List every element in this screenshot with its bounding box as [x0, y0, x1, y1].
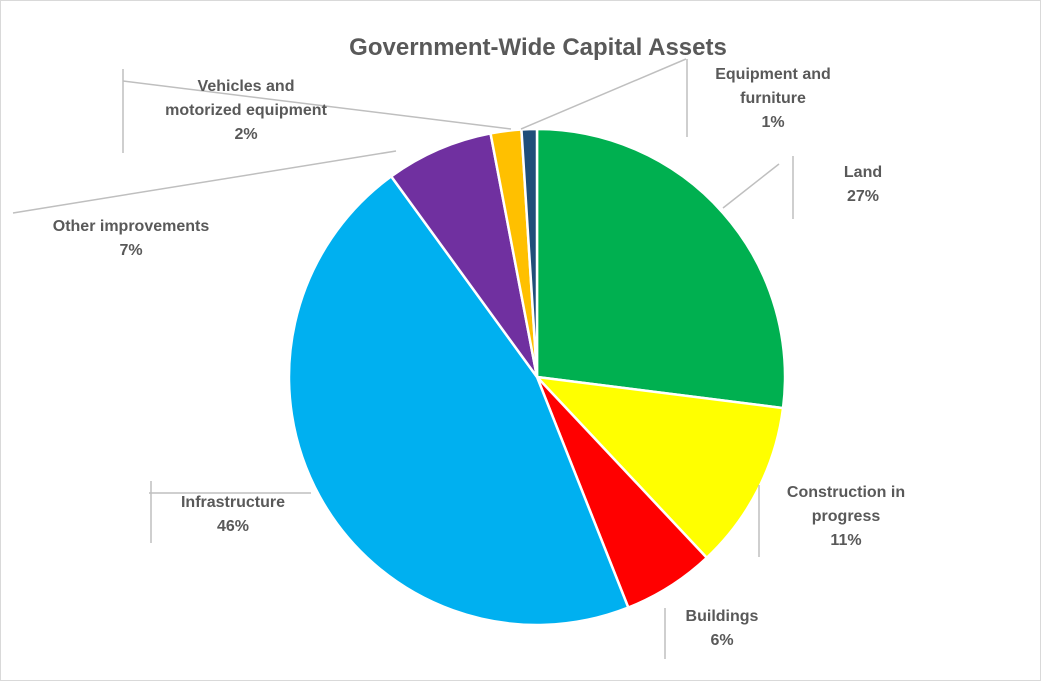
data-label-value: 1%	[761, 114, 784, 131]
data-label-construction-in-progress: Construction in progress 11%	[787, 484, 905, 549]
data-label-value: 7%	[119, 242, 142, 259]
pie-slice-other-improvements	[389, 131, 539, 378]
data-label-buildings: Buildings 6%	[686, 608, 759, 649]
leader-lines-layer	[12, 58, 794, 659]
data-label-category: Other improvements	[53, 218, 210, 235]
data-label-category: Infrastructure	[181, 494, 285, 511]
data-label-category: Land	[844, 164, 882, 181]
data-label-category: Construction in	[787, 484, 905, 501]
data-label-value: 46%	[217, 518, 249, 535]
data-label-infrastructure: Infrastructure 46%	[181, 494, 285, 535]
data-labels-layer: Land 27% Construction in progress 11% Buildin…	[53, 66, 905, 649]
slices-layer	[287, 127, 787, 627]
leader-line-vehicles-and-motorized-equipment	[122, 80, 512, 130]
data-label-equipment-and-furniture: Equipment and furniture 1%	[715, 66, 831, 131]
data-label-land: Land 27%	[844, 164, 882, 205]
data-label-category: Equipment and	[715, 66, 831, 83]
data-label-value: 6%	[710, 632, 733, 649]
data-label-vehicles-and-motorized-equipment: Vehicles and motorized equipment 2%	[165, 78, 327, 143]
data-label-category: progress	[812, 508, 881, 525]
data-label-category: Buildings	[686, 608, 759, 625]
chart-title: Government-Wide Capital Assets	[349, 34, 727, 61]
data-label-value: 2%	[234, 126, 257, 143]
leader-line-other-improvements	[12, 150, 397, 214]
data-label-category: furniture	[740, 90, 806, 107]
pie-slice-construction-in-progress	[533, 375, 785, 560]
data-label-value: 11%	[830, 532, 861, 549]
data-label-value: 27%	[847, 188, 879, 205]
data-label-category: motorized equipment	[165, 102, 327, 119]
leader-line-land	[722, 163, 780, 209]
data-label-category: Vehicles and	[198, 78, 295, 95]
pie-slice-land	[535, 127, 787, 410]
data-label-other-improvements: Other improvements 7%	[53, 218, 210, 259]
pie-slice-infrastructure	[287, 174, 630, 627]
leader-line-equipment-and-furniture	[520, 58, 687, 130]
